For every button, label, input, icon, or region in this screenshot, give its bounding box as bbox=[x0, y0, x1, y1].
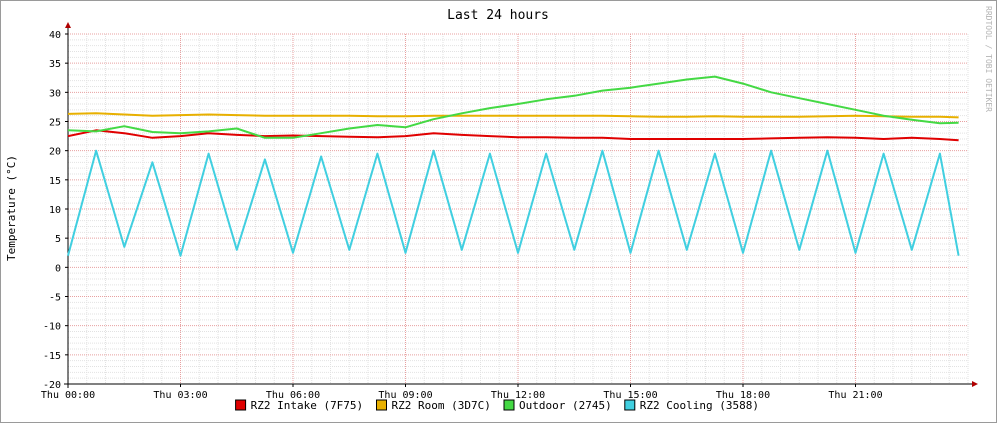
x-tick-label: Thu 21:00 bbox=[828, 390, 882, 401]
legend-label-1: RZ2 Room (3D7C) bbox=[392, 399, 491, 412]
series-line-2 bbox=[67, 75, 959, 139]
x-tick-label: Thu 06:00 bbox=[266, 390, 320, 401]
y-tick-label: -10 bbox=[43, 322, 61, 333]
grid bbox=[67, 33, 969, 385]
x-tick-label: Thu 03:00 bbox=[153, 390, 207, 401]
x-tick-label: Thu 15:00 bbox=[603, 390, 657, 401]
legend-swatch-0 bbox=[235, 399, 247, 411]
series-line-3 bbox=[67, 149, 960, 257]
x-tick-label: Thu 00:00 bbox=[41, 390, 95, 401]
legend-label-3: RZ2 Cooling (3588) bbox=[640, 399, 759, 412]
legend-label-0: RZ2 Intake (7F75) bbox=[251, 399, 364, 412]
y-axis-arrow bbox=[65, 22, 71, 28]
y-tick-label: -20 bbox=[43, 380, 61, 391]
y-tick-labels: -20 -15 -10 -5 0 5 10 15 20 25 30 35 40 bbox=[43, 30, 61, 391]
legend-swatch-3 bbox=[624, 399, 636, 411]
series-lines bbox=[67, 75, 960, 257]
axes bbox=[64, 22, 978, 388]
y-tick-label: 25 bbox=[49, 118, 61, 129]
y-tick-label: 5 bbox=[55, 234, 61, 245]
legend-label-2: Outdoor (2745) bbox=[519, 399, 612, 412]
y-tick-label: 30 bbox=[49, 88, 61, 99]
series-line-0 bbox=[67, 129, 959, 142]
legend-swatch-1 bbox=[376, 399, 387, 411]
x-tick-label: Thu 09:00 bbox=[378, 390, 432, 401]
x-tick-label: Thu 18:00 bbox=[716, 390, 770, 401]
legend: RZ2 Intake (7F75) RZ2 Room (3D7C) Outdoor … bbox=[235, 399, 759, 412]
y-tick-label: 0 bbox=[55, 263, 61, 274]
chart-title: Last 24 hours bbox=[447, 8, 549, 23]
y-tick-label: 40 bbox=[49, 30, 61, 41]
y-axis-label: Temperature (°C) bbox=[5, 155, 18, 261]
y-tick-label: 20 bbox=[49, 147, 61, 158]
legend-swatch-2 bbox=[503, 399, 515, 411]
y-tick-label: 15 bbox=[49, 176, 61, 187]
x-axis-arrow bbox=[972, 381, 978, 387]
y-tick-label: -5 bbox=[49, 293, 61, 304]
y-tick-label: 10 bbox=[49, 205, 61, 216]
y-tick-label: 35 bbox=[49, 59, 61, 70]
x-tick-labels: Thu 00:00 Thu 03:00 Thu 06:00 Thu 09:00 Thu … bbox=[41, 390, 883, 401]
series-line-1 bbox=[67, 112, 959, 119]
rrdtool-watermark: RRDTOOL / TOBI OETIKER bbox=[984, 6, 993, 112]
x-tick-label: Thu 12:00 bbox=[491, 390, 545, 401]
y-tick-label: -15 bbox=[43, 351, 61, 362]
